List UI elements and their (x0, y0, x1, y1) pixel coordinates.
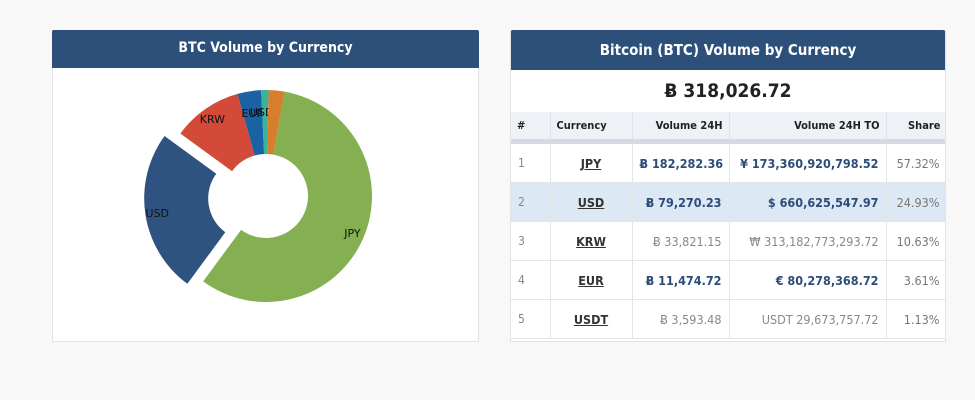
row-share: 10.63% (886, 221, 945, 261)
row-volume-to: € 80,278,368.72 (729, 260, 887, 300)
row-share: 1.13% (886, 299, 945, 339)
col-currency-header[interactable]: Currency (550, 112, 633, 144)
table-row: 1 JPY Ƀ 182,282.36 ¥ 173,360,920,798.52 … (511, 141, 945, 183)
total-volume: Ƀ 318,026.72 (664, 80, 792, 102)
slice-label-usd: USD (146, 207, 170, 220)
table-panel-title: Bitcoin (BTC) Volume by Currency (511, 30, 945, 70)
donut-chart: JPY USD KRW EUR USDT (53, 68, 480, 342)
slice-label-eur: EUR (241, 107, 264, 120)
volume-table: # Currency Volume 24H Volume 24H TO Shar… (511, 112, 945, 339)
row-rank: 3 (511, 221, 551, 261)
row-volume: Ƀ 11,474.72 (632, 260, 730, 300)
table-row: 2 USD Ƀ 79,270.23 $ 660,625,547.97 24.93… (511, 182, 945, 222)
row-volume: Ƀ 79,270.23 (632, 182, 730, 222)
row-volume: Ƀ 3,593.48 (632, 299, 730, 339)
currency-link-usdt[interactable]: USDT (550, 299, 633, 339)
btc-volume-chart-panel: BTC Volume by Currency JPY USD KRW EUR USDT (52, 30, 479, 342)
currency-link-eur[interactable]: EUR (550, 260, 633, 300)
pie-slice-usdt[interactable] (261, 90, 269, 155)
chart-panel-title: BTC Volume by Currency (52, 30, 479, 68)
table-row: 3 KRW Ƀ 33,821.15 ₩ 313,182,773,293.72 1… (511, 221, 945, 261)
row-share: 24.93% (886, 182, 945, 222)
pie-slice-other[interactable] (267, 90, 285, 155)
pie-slice-jpy[interactable] (203, 91, 372, 302)
pie-slice-eur[interactable] (237, 90, 265, 156)
slice-label-krw: KRW (200, 113, 225, 126)
row-rank: 1 (511, 141, 551, 183)
row-rank: 4 (511, 260, 551, 300)
currency-link-jpy[interactable]: JPY (550, 141, 633, 183)
row-share: 57.32% (886, 141, 945, 183)
currency-link-usd[interactable]: USD (550, 182, 633, 222)
currency-link-krw[interactable]: KRW (550, 221, 633, 261)
row-volume: Ƀ 182,282.36 (632, 141, 730, 183)
btc-volume-table-panel: Bitcoin (BTC) Volume by Currency Ƀ 318,0… (510, 30, 946, 342)
row-volume-to: ₩ 313,182,773,293.72 (729, 221, 887, 261)
pie-slice-krw[interactable] (180, 93, 255, 172)
table-row: 4 EUR Ƀ 11,474.72 € 80,278,368.72 3.61% (511, 260, 945, 300)
table-header-row: # Currency Volume 24H Volume 24H TO Shar… (511, 112, 945, 144)
row-rank: 5 (511, 299, 551, 339)
row-volume: Ƀ 33,821.15 (632, 221, 730, 261)
row-volume-to: ¥ 173,360,920,798.52 (729, 141, 887, 183)
col-share-header[interactable]: Share (886, 112, 945, 144)
col-volume-header[interactable]: Volume 24H (632, 112, 730, 144)
row-volume-to: $ 660,625,547.97 (729, 182, 887, 222)
row-rank: 2 (511, 182, 551, 222)
slice-label-jpy: JPY (343, 227, 361, 240)
col-rank-header[interactable]: # (511, 112, 551, 144)
row-share: 3.61% (886, 260, 945, 300)
pie-slice-usd[interactable] (144, 135, 226, 284)
row-volume-to: USDT 29,673,757.72 (729, 299, 887, 339)
col-volume-to-header[interactable]: Volume 24H TO (729, 112, 887, 144)
table-row: 5 USDT Ƀ 3,593.48 USDT 29,673,757.72 1.1… (511, 299, 945, 339)
